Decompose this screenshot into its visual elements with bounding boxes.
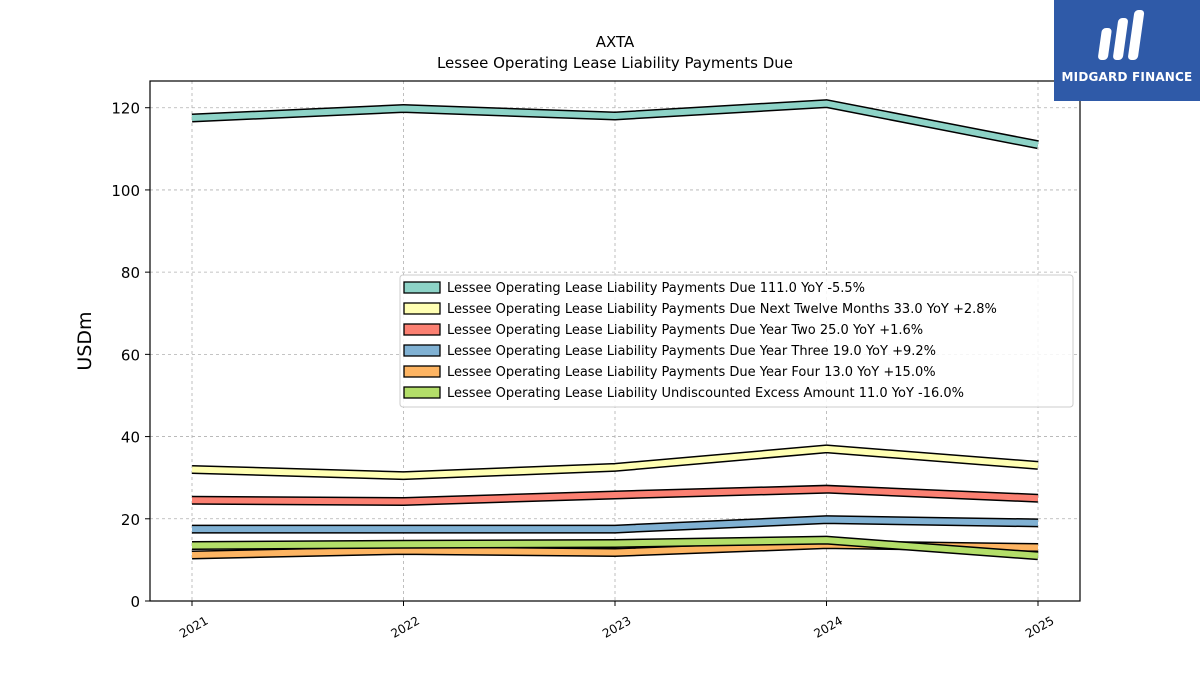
legend-label: Lessee Operating Lease Liability Undisco… — [447, 386, 964, 401]
series-line-4 — [192, 516, 1039, 533]
legend-label: Lessee Operating Lease Liability Payment… — [447, 323, 923, 338]
y-tick-label: 0 — [130, 593, 140, 611]
y-tick-label: 20 — [121, 511, 140, 529]
legend-swatch — [403, 386, 441, 399]
y-tick-label: 80 — [121, 264, 140, 282]
brand-mark-icon — [1098, 10, 1145, 60]
legend-label: Lessee Operating Lease Liability Payment… — [447, 365, 936, 380]
x-tick-label: 2021 — [177, 613, 210, 640]
y-axis-label: USDm — [74, 311, 96, 370]
y-tick-label: 60 — [121, 346, 140, 364]
series-line-1 — [191, 100, 1039, 148]
legend: Lessee Operating Lease Liability Payment… — [399, 274, 1074, 408]
legend-label: Lessee Operating Lease Liability Payment… — [447, 344, 936, 359]
chart-subtitle: Lessee Operating Lease Liability Payment… — [437, 54, 793, 72]
series-lines — [191, 99, 1039, 561]
legend-label: Lessee Operating Lease Liability Payment… — [447, 281, 865, 296]
legend-label: Lessee Operating Lease Liability Payment… — [447, 302, 997, 317]
legend-swatch — [403, 302, 441, 315]
chart-title: AXTA — [596, 33, 635, 51]
legend-swatch — [403, 323, 441, 336]
series-line-2 — [191, 445, 1039, 479]
legend-swatch — [403, 344, 441, 357]
x-axis: 2021 2022 2023 2024 2025 — [177, 601, 1057, 641]
x-tick-label: 2023 — [600, 613, 633, 640]
legend-swatch — [403, 365, 441, 378]
y-tick-label: 100 — [111, 182, 140, 200]
legend-swatch — [403, 281, 441, 294]
x-tick-label: 2024 — [812, 613, 845, 640]
series-line-3 — [191, 486, 1039, 505]
series-line-6 — [191, 537, 1039, 559]
x-tick-label: 2022 — [389, 613, 422, 640]
brand-logo: MIDGARD FINANCE — [1054, 0, 1200, 101]
x-tick-label: 2025 — [1023, 613, 1056, 640]
brand-name: MIDGARD FINANCE — [1061, 70, 1193, 84]
legend-box — [399, 274, 1074, 408]
y-tick-label: 120 — [111, 100, 140, 118]
y-axis: 0 20 40 60 80 100 120 — [111, 100, 150, 611]
y-tick-label: 40 — [121, 429, 140, 447]
